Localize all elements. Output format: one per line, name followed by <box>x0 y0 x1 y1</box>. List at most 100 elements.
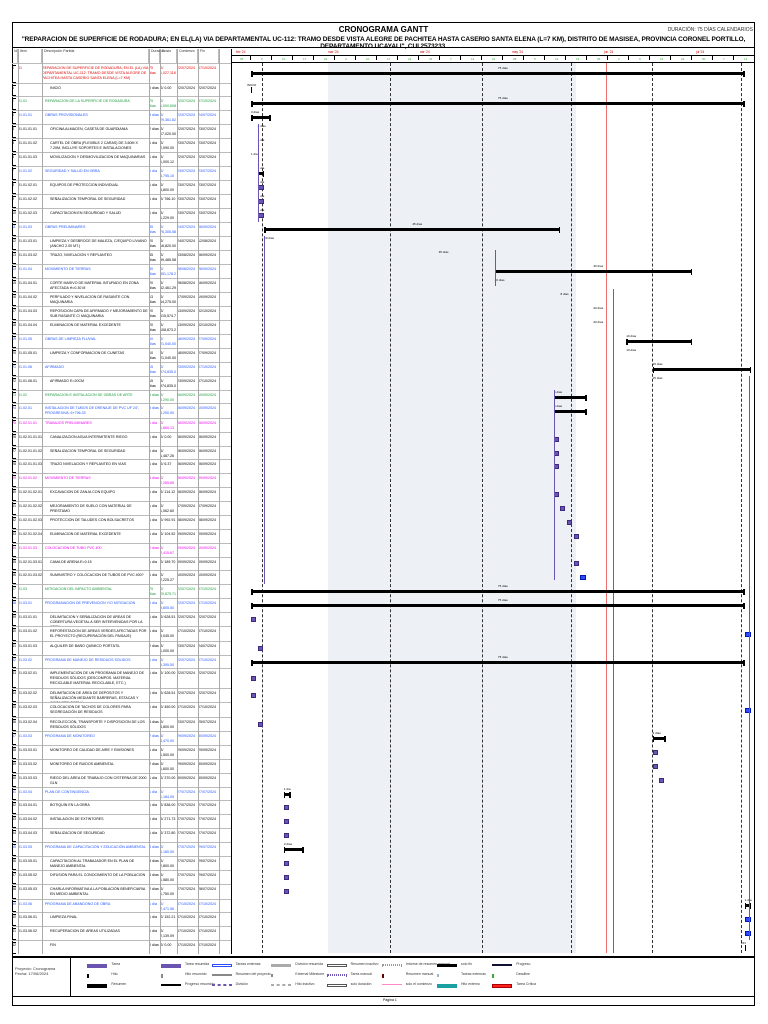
table-row[interactable]: 27 01.02.01.01.02 SEÑALIZACION TEMPORAL DE… <box>12 445 231 460</box>
summary-bar[interactable] <box>251 603 745 610</box>
table-row[interactable]: 48 01.03.03.01 MONITOREO DE CALIDAD DE AIR… <box>12 744 231 759</box>
task-bar[interactable] <box>744 917 751 923</box>
summary-bar[interactable] <box>626 339 693 346</box>
table-row[interactable]: 31 01.02.01.02.02 MEJORAMIENTO DE SUELO CO… <box>12 501 231 515</box>
table-row[interactable]: 15 01.01.04.01 CORTE MASIVO DE MATERIAL IN… <box>12 277 231 293</box>
task-bar[interactable] <box>257 721 263 727</box>
summary-bar[interactable] <box>652 366 752 373</box>
table-row[interactable]: 25 01.02.01.01 TRABAJOS PRELIMINARES 1 día S… <box>12 417 231 432</box>
table-row[interactable]: 11 01.01.03 OBRAS PRELIMINARES 45 días S/ 76… <box>12 221 231 236</box>
table-row[interactable]: 2 01.01 REPARACION DE LA SUPERFICIE DE ROD… <box>12 96 231 111</box>
table-row[interactable]: 36 01.02.01.03.02 SUMINISTRO Y COLOCACION … <box>12 570 231 585</box>
task-bar[interactable] <box>283 819 289 825</box>
table-row[interactable]: 62 FIN 0 días S/ 0.00 07/10/2024 07/10/2024 <box>12 940 231 954</box>
summary-bar[interactable] <box>251 589 745 596</box>
summary-bar[interactable] <box>494 268 693 275</box>
table-row[interactable]: 18 01.01.04.04 ELIMINACION DE MATERIAL EXC… <box>12 320 231 335</box>
table-row[interactable]: 51 01.03.04 PLAN DE CONTINGENCIA 1 día S/ 1,… <box>12 786 231 801</box>
table-row[interactable]: 20 01.01.05.01 LIMPIEZA Y CONFORMACION DE … <box>12 348 231 362</box>
task-bar[interactable] <box>251 676 256 682</box>
task-bar[interactable] <box>659 777 665 783</box>
summary-bar[interactable] <box>553 408 587 415</box>
table-row[interactable]: 9 01.01.02.02 SEÑALIZACION TEMPORAL DE SEG… <box>12 193 231 208</box>
table-row[interactable]: 4 01.01.01.01 OFICINA ALMACEN, CASETA DE G… <box>12 124 231 138</box>
table-row[interactable]: 22 01.01.06.01 AFIRMADO E=20CM 15 días S/ 97… <box>12 375 231 390</box>
task-bar[interactable] <box>283 875 289 881</box>
table-row[interactable]: 6 01.01.01.03 MOVILIZACION Y DESMOVILIZACI… <box>12 152 231 167</box>
table-row[interactable]: 61 01.03.06.02 RECUPERACION DE ÁREAS UTILI… <box>12 926 231 941</box>
task-bar[interactable] <box>283 889 289 895</box>
table-row[interactable]: 43 01.03.02.01 IMPLEMENTACIÓN DE UN PROGRA… <box>12 668 231 688</box>
table-row[interactable]: 24 01.02.01 INSTALACION DE TUBOS DE DRENAJ… <box>12 403 231 418</box>
table-row[interactable]: 45 01.03.02.03 COLOCACION DE TACHOS DE COL… <box>12 702 231 717</box>
task-bar[interactable] <box>744 707 751 713</box>
table-row[interactable]: 7 01.01.02 SEGURIDAD Y SALUD EN OBRA 1 día S… <box>12 166 231 181</box>
table-row[interactable]: 55 01.03.05 PROGRAMA DE CAPACITACIÓN Y EDU… <box>12 842 231 856</box>
table-row[interactable]: 46 01.03.02.04 RECOLECCIÓN, TRANSPORTE Y D… <box>12 716 231 732</box>
summary-bar[interactable] <box>283 791 291 798</box>
task-bar[interactable] <box>283 833 289 839</box>
task-bar[interactable] <box>573 533 579 539</box>
task-bar[interactable] <box>573 561 579 567</box>
summary-bar[interactable] <box>251 101 745 108</box>
task-bar[interactable] <box>744 931 751 937</box>
table-row[interactable]: 35 01.02.01.03.01 CAMA DE ARENA E=0.15 1 dí… <box>12 556 231 571</box>
table-row[interactable]: 17 01.01.04.03 REPOSICION CAPA DE AFIRMADO… <box>12 305 231 321</box>
table-row[interactable]: 49 01.03.03.02 MONITOREO DE RUIDOS AMBIENT… <box>12 758 231 773</box>
table-row[interactable]: 58 01.03.05.03 CHARLA INFORMATIVA A LA POB… <box>12 884 231 899</box>
task-bar[interactable] <box>652 749 658 755</box>
table-row[interactable]: 14 01.01.04 MOVIMIENTO DE TIERRAS 30 días S/… <box>12 263 231 278</box>
table-row[interactable]: 57 01.03.05.02 DIFUSIÓN PARA EL CONOCIMIEN… <box>12 870 231 885</box>
table-row[interactable]: 53 01.03.04.02 INSTALACION DE EXTINTORES 1 … <box>12 814 231 829</box>
table-row[interactable]: 1 INICIO 0 días S/ 0.00 22/07/2024 22/07/2024 <box>12 82 231 97</box>
task-bar[interactable] <box>251 617 256 623</box>
summary-bar[interactable] <box>251 70 745 77</box>
table-row[interactable]: 19 01.01.05 OBRAS DE LIMPIEZA FLUVIAL 10 dí… <box>12 334 231 348</box>
table-row[interactable]: 8 01.01.02.01 EQUIPOS DE PROTECCION INDIVI… <box>12 180 231 194</box>
table-row[interactable]: 52 01.03.04.01 BOTIQUÍN EN LA OBRA 1 día S/ … <box>12 800 231 815</box>
table-row[interactable]: 60 01.03.06.01 LIMPIEZA FINAL 1 día S/ 152.2… <box>12 912 231 927</box>
table-row[interactable]: 16 01.01.04.02 PERFILADO Y NIVELACION DE R… <box>12 292 231 306</box>
summary-bar[interactable] <box>251 659 745 666</box>
task-bar[interactable] <box>283 805 289 811</box>
table-row[interactable]: 10 01.01.02.03 CAPACITACION EN SEGURIDAD Y… <box>12 207 231 222</box>
task-bar[interactable] <box>257 645 263 651</box>
summary-bar[interactable] <box>744 903 752 910</box>
task-bar[interactable] <box>652 763 658 769</box>
table-row[interactable]: 39 01.03.01.01 DELIMITACION Y SEÑALIZACION… <box>12 611 231 627</box>
table-row[interactable]: 32 01.02.01.02.03 PROTECCION DE TALUDES CO… <box>12 514 231 529</box>
task-bar[interactable] <box>744 631 751 637</box>
summary-bar[interactable] <box>553 394 587 401</box>
table-row[interactable]: 56 01.03.05.01 CAPACITACIÓN AL TRABAJADOR … <box>12 855 231 871</box>
table-row[interactable]: 54 01.03.04.03 SEÑALIZACION DE SEGURIDAD 1 … <box>12 828 231 843</box>
summary-bar[interactable] <box>264 226 561 233</box>
table-row[interactable]: 47 01.03.03 PROGRAMA DE MONITOREO 2 días S/ … <box>12 731 231 745</box>
table-row[interactable]: 50 01.03.03.03 RIEGO DEL ÁREA DE TRABAJO C… <box>12 772 231 787</box>
table-row[interactable]: 59 01.03.06 PROGRAMA DE ABANDONO DE OBRA 1 … <box>12 898 231 913</box>
table-row[interactable]: 42 01.03.02 PROGRAMA DE MANEJO DE RESIDUOS… <box>12 654 231 669</box>
table-row[interactable]: 34 01.02.01.03 COLOCACION DE TUBO PVC 400 2… <box>12 542 231 557</box>
table-row[interactable]: 12 01.01.03.01 LIMPIEZA Y DESBROCE DE MALE… <box>12 235 231 250</box>
table-row[interactable]: 28 01.02.01.01.03 TRAZO NIVELACION Y REPLA… <box>12 459 231 474</box>
table-row[interactable]: 40 01.03.01.02 REFORESTACION DE ÁREAS VERD… <box>12 626 231 641</box>
table-row[interactable]: 44 01.03.02.02 DELIMITACION DE ÁREA DE DEP… <box>12 687 231 703</box>
table-row[interactable]: 13 01.01.03.02 TRAZO, NIVELACION Y REPLANT… <box>12 249 231 264</box>
summary-bar[interactable] <box>283 846 304 853</box>
table-row[interactable]: 23 01.02 REPARACION E INSTALACION DE OBRAS… <box>12 389 231 404</box>
task-bar[interactable] <box>560 505 566 511</box>
task-bar[interactable] <box>580 575 587 581</box>
table-row[interactable]: 30 01.02.01.02.01 EXCAVACION DE ZANJA CON … <box>12 487 231 502</box>
task-bar[interactable] <box>283 861 289 867</box>
summary-bar[interactable] <box>652 736 666 743</box>
table-row[interactable]: 3 01.01.01 OBRAS PROVISIONALES 3 días S/ 29,… <box>12 110 231 125</box>
table-row[interactable]: 0 01 REPARACION DE SUPERFICIE DE RODADURA;… <box>12 63 231 83</box>
table-row[interactable]: 37 01.03 MITIGACION DEL IMPACTO AMBIENTAL 7… <box>12 584 231 599</box>
table-row[interactable]: 29 01.02.01.02 MOVIMIENTO DE TIERRAS 4 días… <box>12 473 231 488</box>
table-row[interactable]: 26 01.02.01.01.01 CANALIZACION AGUA INTERM… <box>12 431 231 446</box>
table-row[interactable]: 5 01.01.01.02 CARTEL DE OBRA (FLEXIBLE 2 C… <box>12 137 231 153</box>
table-row[interactable]: 33 01.02.01.02.04 ELIMINACION DE MATERIAL … <box>12 528 231 543</box>
task-bar[interactable] <box>251 693 256 699</box>
table-row[interactable]: 41 01.03.01.03 ALQUILER DE BAÑO QUÍMICO PO… <box>12 640 231 655</box>
table-row[interactable]: 38 01.03.01 PROGRAMACION DE PREVENCION Y/O… <box>12 598 231 612</box>
